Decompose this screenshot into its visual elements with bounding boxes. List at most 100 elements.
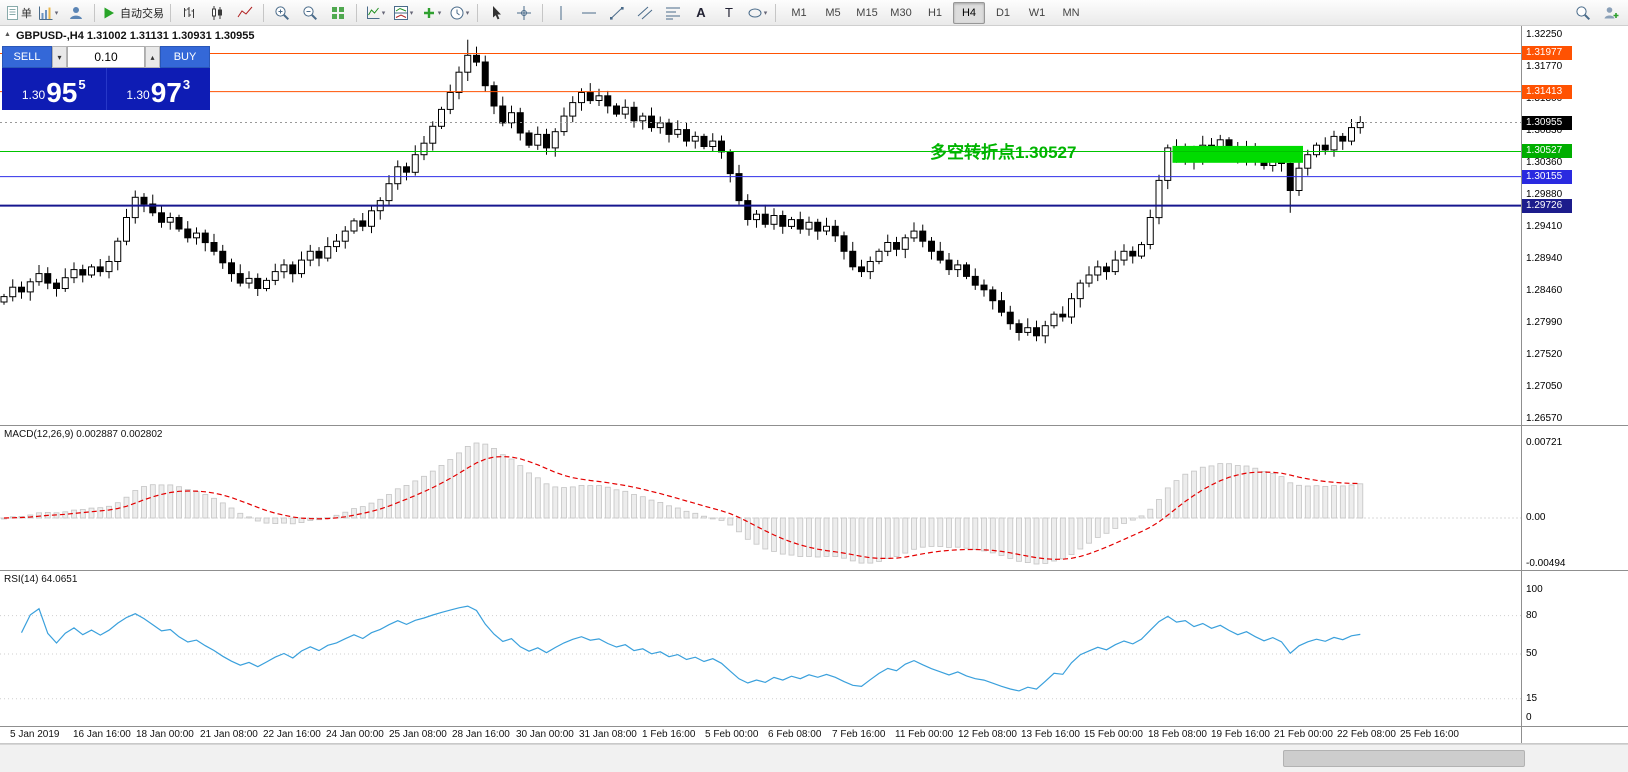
macd-chart [0,442,1521,565]
crosshair-button[interactable] [511,1,537,25]
price-tick: 1.29880 [1526,189,1563,200]
timeframe-m1-button[interactable]: M1 [791,6,807,19]
shapes-button[interactable]: ▾ [744,1,770,25]
periods-menu-button[interactable]: ▾ [446,1,472,25]
volume-increase-button[interactable]: ▴ [145,46,160,68]
chevron-down-icon: ▾ [381,9,386,17]
price-tick: 1.27520 [1526,349,1563,360]
zoom-out-button[interactable] [297,1,323,25]
time-label: 24 Jan 00:00 [326,729,384,740]
timeframe-h1-button[interactable]: H1 [927,6,943,19]
time-axis[interactable]: 5 Jan 2019 16 Jan 16:00 18 Jan 00:00 21 Jan… [0,727,1628,744]
trendline-icon [610,6,624,20]
profiles-button[interactable] [63,1,89,25]
fibonacci-icon [666,7,680,19]
line-chart-icon [237,6,253,17]
cursor-button[interactable] [483,1,509,25]
chevron-down-icon: ▾ [437,9,442,17]
fibonacci-button[interactable] [660,1,686,25]
indicator-windows-button[interactable]: ▾ [390,1,416,25]
toolbar-divider [170,3,171,22]
price-badge: 1.30955 [1522,116,1572,130]
bar-chart-button[interactable] [176,1,202,25]
volume-decrease-button[interactable]: ▾ [52,46,67,68]
price-tick: 1.32250 [1526,29,1563,40]
chevron-down-icon: ▾ [409,9,414,17]
buy-button[interactable]: BUY [160,46,210,68]
timeframe-m30-button[interactable]: M30 [890,6,912,19]
chevron-down-icon: ▾ [465,9,470,17]
panel-separator [0,726,1628,727]
candlestick-chart-button[interactable] [204,1,230,25]
panel-separator[interactable] [0,425,1628,426]
timeframe-mn-button[interactable]: MN [1062,6,1080,19]
rsi-panel[interactable]: RSI(14) 64.0651 [0,571,1521,726]
add-indicator-button[interactable]: ▾ [418,1,444,25]
macd-label: MACD(12,26,9) 0.002887 0.002802 [4,429,163,440]
time-label: 31 Jan 08:00 [579,729,637,740]
price-badge: 1.30527 [1522,144,1572,158]
time-label: 22 Jan 16:00 [263,729,321,740]
text-button[interactable]: A [688,1,714,25]
macd-panel[interactable]: MACD(12,26,9) 0.002887 0.002802 [0,426,1521,570]
vertical-line-button[interactable] [548,1,574,25]
rsi-axis-tick: 15 [1526,693,1538,704]
open-account-button[interactable] [1598,1,1624,25]
macd-axis-tick: -0.00494 [1526,558,1566,569]
search-button[interactable] [1570,1,1596,25]
rsi-axis-tick: 0 [1526,712,1532,723]
price-chart-panel[interactable]: ▲ GBPUSD-,H4 1.31002 1.31131 1.30931 1.3… [0,26,1521,425]
timeframe-m15-button[interactable]: M15 [856,6,878,19]
time-label: 5 Feb 00:00 [705,729,759,740]
sell-button[interactable]: SELL [2,46,52,68]
collapse-arrow-icon[interactable]: ▲ [4,31,11,38]
autotrading-icon [104,7,114,18]
text-label-button[interactable]: T [716,1,742,25]
timeframe-h4-button[interactable]: H4 [953,1,985,24]
time-label: 6 Feb 08:00 [768,729,822,740]
horizontal-scrollbar[interactable] [0,744,1628,772]
buy-price[interactable]: 1.30 97 3 [107,68,211,110]
price-badge: 1.31977 [1522,46,1572,60]
trendline-button[interactable] [604,1,630,25]
new-order-icon [7,5,18,20]
profile-icon [70,6,82,19]
new-order-label: 单 [21,7,32,20]
volume-input[interactable]: 0.10 [67,46,145,68]
buy-price-big: 97 [150,77,182,108]
zoom-in-icon [275,5,290,20]
price-axis[interactable]: 1.322501.317701.313001.308301.303601.298… [1521,26,1628,744]
tile-windows-button[interactable] [325,1,351,25]
time-label: 15 Feb 00:00 [1084,729,1143,740]
autotrading-button[interactable]: 自动交易 [100,1,165,25]
equidistant-channel-button[interactable] [632,1,658,25]
annotation-text[interactable]: 多空转折点1.30527 [930,143,1077,162]
timeframe-d1-button[interactable]: D1 [995,6,1011,19]
timeframe-m5-button[interactable]: M5 [825,6,841,19]
new-chart-button[interactable]: ▾ [35,1,61,25]
time-label: 5 Jan 2019 [10,729,60,740]
price-badge: 1.31413 [1522,85,1572,99]
price-tick: 1.26570 [1526,413,1563,424]
scrollbar-thumb[interactable] [1283,750,1525,767]
horizontal-line-button[interactable] [576,1,602,25]
new-order-button[interactable]: 单 [4,1,33,25]
time-label: 21 Feb 00:00 [1274,729,1333,740]
price-tick: 1.28940 [1526,253,1563,264]
zoom-in-button[interactable] [269,1,295,25]
one-click-trading-panel: SELL ▾ 0.10 ▴ BUY 1.30 95 5 1.30 97 3 [2,46,210,110]
panel-separator[interactable] [0,570,1628,571]
autotrading-label: 自动交易 [120,7,164,20]
line-chart-button[interactable] [232,1,258,25]
time-label: 18 Feb 08:00 [1148,729,1207,740]
indicators-button[interactable]: ▾ [362,1,388,25]
new-chart-icon [38,6,53,20]
zoom-out-icon [303,5,318,20]
time-label: 25 Jan 08:00 [389,729,447,740]
price-tick: 1.28460 [1526,285,1563,296]
sell-price-big: 95 [46,77,78,108]
chevron-down-icon: ▾ [54,9,59,17]
timeframe-w1-button[interactable]: W1 [1028,6,1046,19]
sell-price[interactable]: 1.30 95 5 [2,68,107,110]
candlestick-chart[interactable] [0,26,1521,425]
